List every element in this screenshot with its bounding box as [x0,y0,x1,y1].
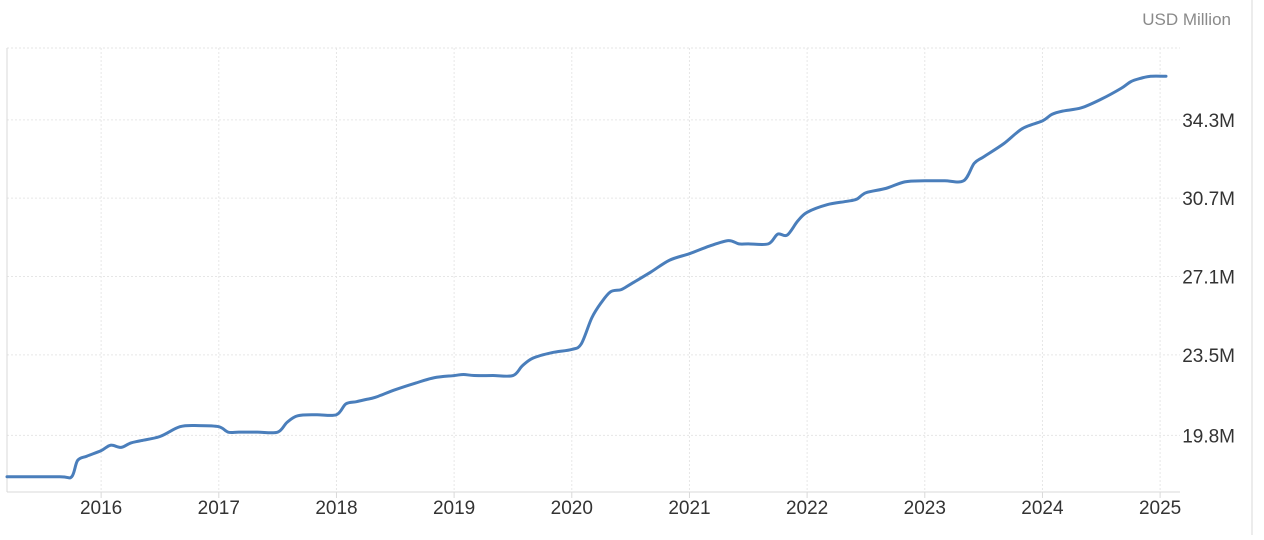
series-layer [5,74,1168,480]
y-tick-label: 34.3M [1182,111,1235,132]
x-tick-label: 2025 [1139,498,1181,519]
x-tick-label: 2017 [198,498,240,519]
series-line [5,74,1168,480]
x-tick-label: 2016 [80,498,122,519]
label-layer: USD Million [1142,10,1231,29]
unit-label: USD Million [1142,10,1231,29]
y-tick-label: 30.7M [1182,189,1235,210]
x-tick-label: 2020 [551,498,593,519]
grid-layer [7,47,1180,492]
x-tick-label: 2024 [1021,498,1064,519]
y-tick-label: 19.8M [1182,426,1235,447]
x-tick-label: 2022 [786,498,828,519]
y-tick-label: 23.5M [1182,346,1235,367]
x-tick-label: 2023 [904,498,946,519]
x-tick-label: 2018 [315,498,357,519]
y-tick-label: 27.1M [1182,268,1235,289]
x-tick-label: 2019 [433,498,475,519]
x-tick-label: 2021 [668,498,710,519]
axis-layer: 2016 2017 2018 2019 2020 2021 2022 2023 2024 2025… [6,0,1253,535]
